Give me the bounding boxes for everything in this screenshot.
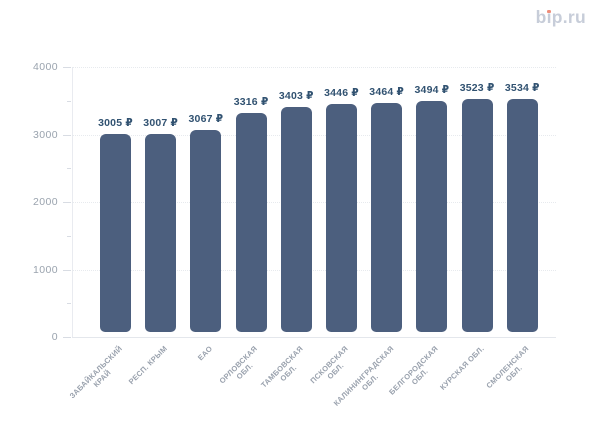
y-axis-minor-tick — [67, 168, 71, 169]
gridline — [72, 135, 556, 136]
bar-value-label: 3494 ₽ — [414, 84, 450, 97]
logo-letter-b: b — [535, 7, 547, 27]
bar-value-label: 3316 ₽ — [233, 96, 269, 109]
x-axis-label-text: ЗАБАЙКАЛЬСКИЙ КРАЙ — [67, 344, 124, 401]
logo-letter-i: ı — [546, 7, 552, 27]
x-axis-label-text: ОРЛОВСКАЯ ОБЛ. — [217, 344, 260, 386]
bar-value-label: 3005 ₽ — [98, 117, 133, 130]
bar[interactable] — [145, 134, 177, 332]
x-axis-label-text: КУРСКАЯ ОБЛ. — [437, 344, 486, 392]
y-axis-label: 1000 — [33, 264, 58, 276]
y-axis-tick — [63, 337, 71, 338]
gridline — [72, 202, 556, 203]
bar-value-label: 3446 ₽ — [324, 87, 359, 100]
bar-value-label: 3523 ₽ — [459, 82, 495, 95]
bar[interactable] — [326, 104, 357, 332]
bip-ru-logo[interactable]: bı p.ru — [536, 7, 586, 28]
y-axis-minor-tick — [67, 303, 71, 304]
bar-value-label: 3403 ₽ — [278, 90, 314, 103]
y-axis-tick — [63, 270, 71, 271]
x-axis-line — [72, 337, 556, 338]
x-axis-label-text: ЕАО — [195, 344, 215, 363]
bar[interactable] — [506, 98, 538, 332]
x-axis-label-text: ТАМБОВСКАЯ ОБЛ. — [259, 344, 305, 390]
bar[interactable] — [371, 103, 403, 332]
logo-rest: p.ru — [551, 7, 586, 27]
y-axis-label: 2000 — [33, 196, 58, 208]
y-axis-label: 0 — [51, 331, 58, 343]
gridline — [72, 270, 556, 271]
bar[interactable] — [190, 130, 222, 332]
y-axis-label: 4000 — [33, 61, 58, 73]
y-axis-minor-tick — [67, 101, 71, 102]
bar[interactable] — [461, 99, 493, 332]
bar-value-label: 3534 ₽ — [504, 81, 540, 94]
y-axis-tick — [63, 202, 71, 203]
bar[interactable] — [235, 113, 267, 332]
x-axis-label-text: СМОЛЕНСКАЯ ОБЛ. — [484, 344, 531, 391]
logo-orange-dot-icon — [547, 9, 552, 14]
bar-value-label: 3067 ₽ — [188, 113, 224, 125]
y-axis-tick — [63, 135, 71, 136]
x-axis-label-text: РЕСП. КРЫМ — [126, 344, 170, 387]
bar[interactable] — [416, 101, 448, 332]
y-axis-label: 3000 — [33, 129, 58, 141]
bar-value-label: 3007 ₽ — [143, 117, 179, 129]
gridline — [72, 67, 556, 68]
y-axis-minor-tick — [67, 236, 71, 237]
bar[interactable] — [280, 107, 312, 332]
bar[interactable] — [100, 134, 131, 332]
bar-value-label: 3464 ₽ — [369, 86, 405, 99]
y-axis-tick — [63, 67, 71, 68]
